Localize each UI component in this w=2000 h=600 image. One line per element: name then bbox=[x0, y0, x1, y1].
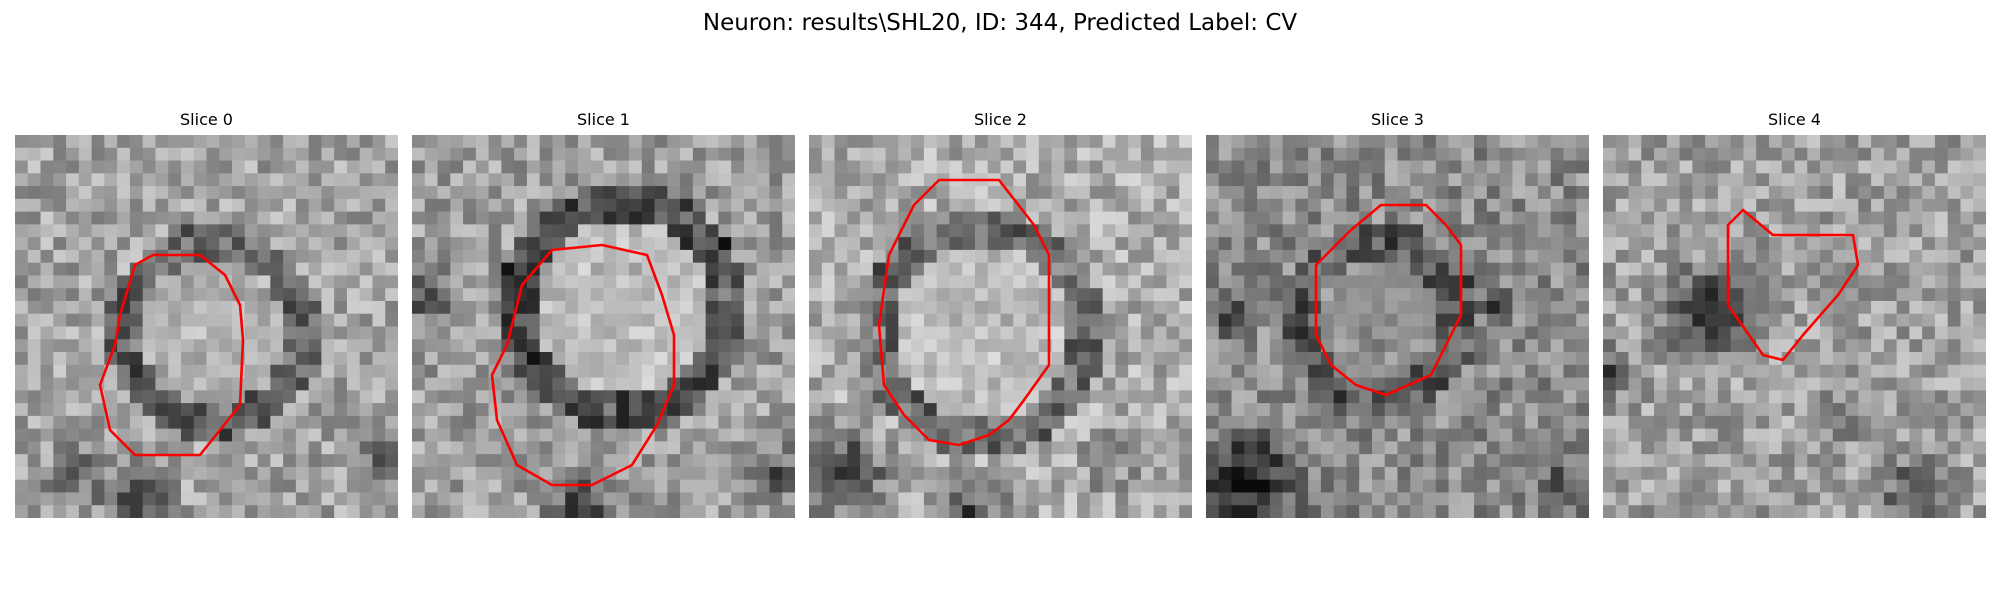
micrograph-tiles bbox=[412, 135, 795, 518]
slice-panel-2: Slice 2 bbox=[809, 108, 1192, 528]
slice-image-1 bbox=[412, 135, 795, 518]
segmentation-outline bbox=[490, 243, 676, 487]
segmentation-outline bbox=[1314, 203, 1463, 397]
slice-image-4 bbox=[1603, 135, 1986, 518]
slice-panel-1: Slice 1 bbox=[412, 108, 795, 528]
slice-image-3 bbox=[1206, 135, 1589, 518]
slice-title-0: Slice 0 bbox=[180, 110, 233, 129]
slice-image-2 bbox=[809, 135, 1192, 518]
micrograph-tiles bbox=[809, 135, 1192, 518]
segmentation-outline bbox=[98, 253, 245, 457]
figure-title: Neuron: results\SHL20, ID: 344, Predicte… bbox=[702, 10, 1298, 36]
slice-panel-0: Slice 0 bbox=[15, 108, 398, 528]
slice-title-4: Slice 4 bbox=[1768, 110, 1821, 129]
slice-title-1: Slice 1 bbox=[577, 110, 630, 129]
micrograph-tiles bbox=[15, 135, 398, 518]
slice-panel-3: Slice 3 bbox=[1206, 108, 1589, 528]
slice-panel-4: Slice 4 bbox=[1603, 108, 1986, 528]
segmentation-outline bbox=[1726, 208, 1860, 362]
slice-title-2: Slice 2 bbox=[974, 110, 1027, 129]
slice-image-0 bbox=[15, 135, 398, 518]
slice-title-3: Slice 3 bbox=[1371, 110, 1424, 129]
segmentation-outline bbox=[877, 178, 1051, 447]
micrograph-tiles bbox=[1603, 135, 1986, 518]
micrograph-tiles bbox=[1206, 135, 1589, 518]
